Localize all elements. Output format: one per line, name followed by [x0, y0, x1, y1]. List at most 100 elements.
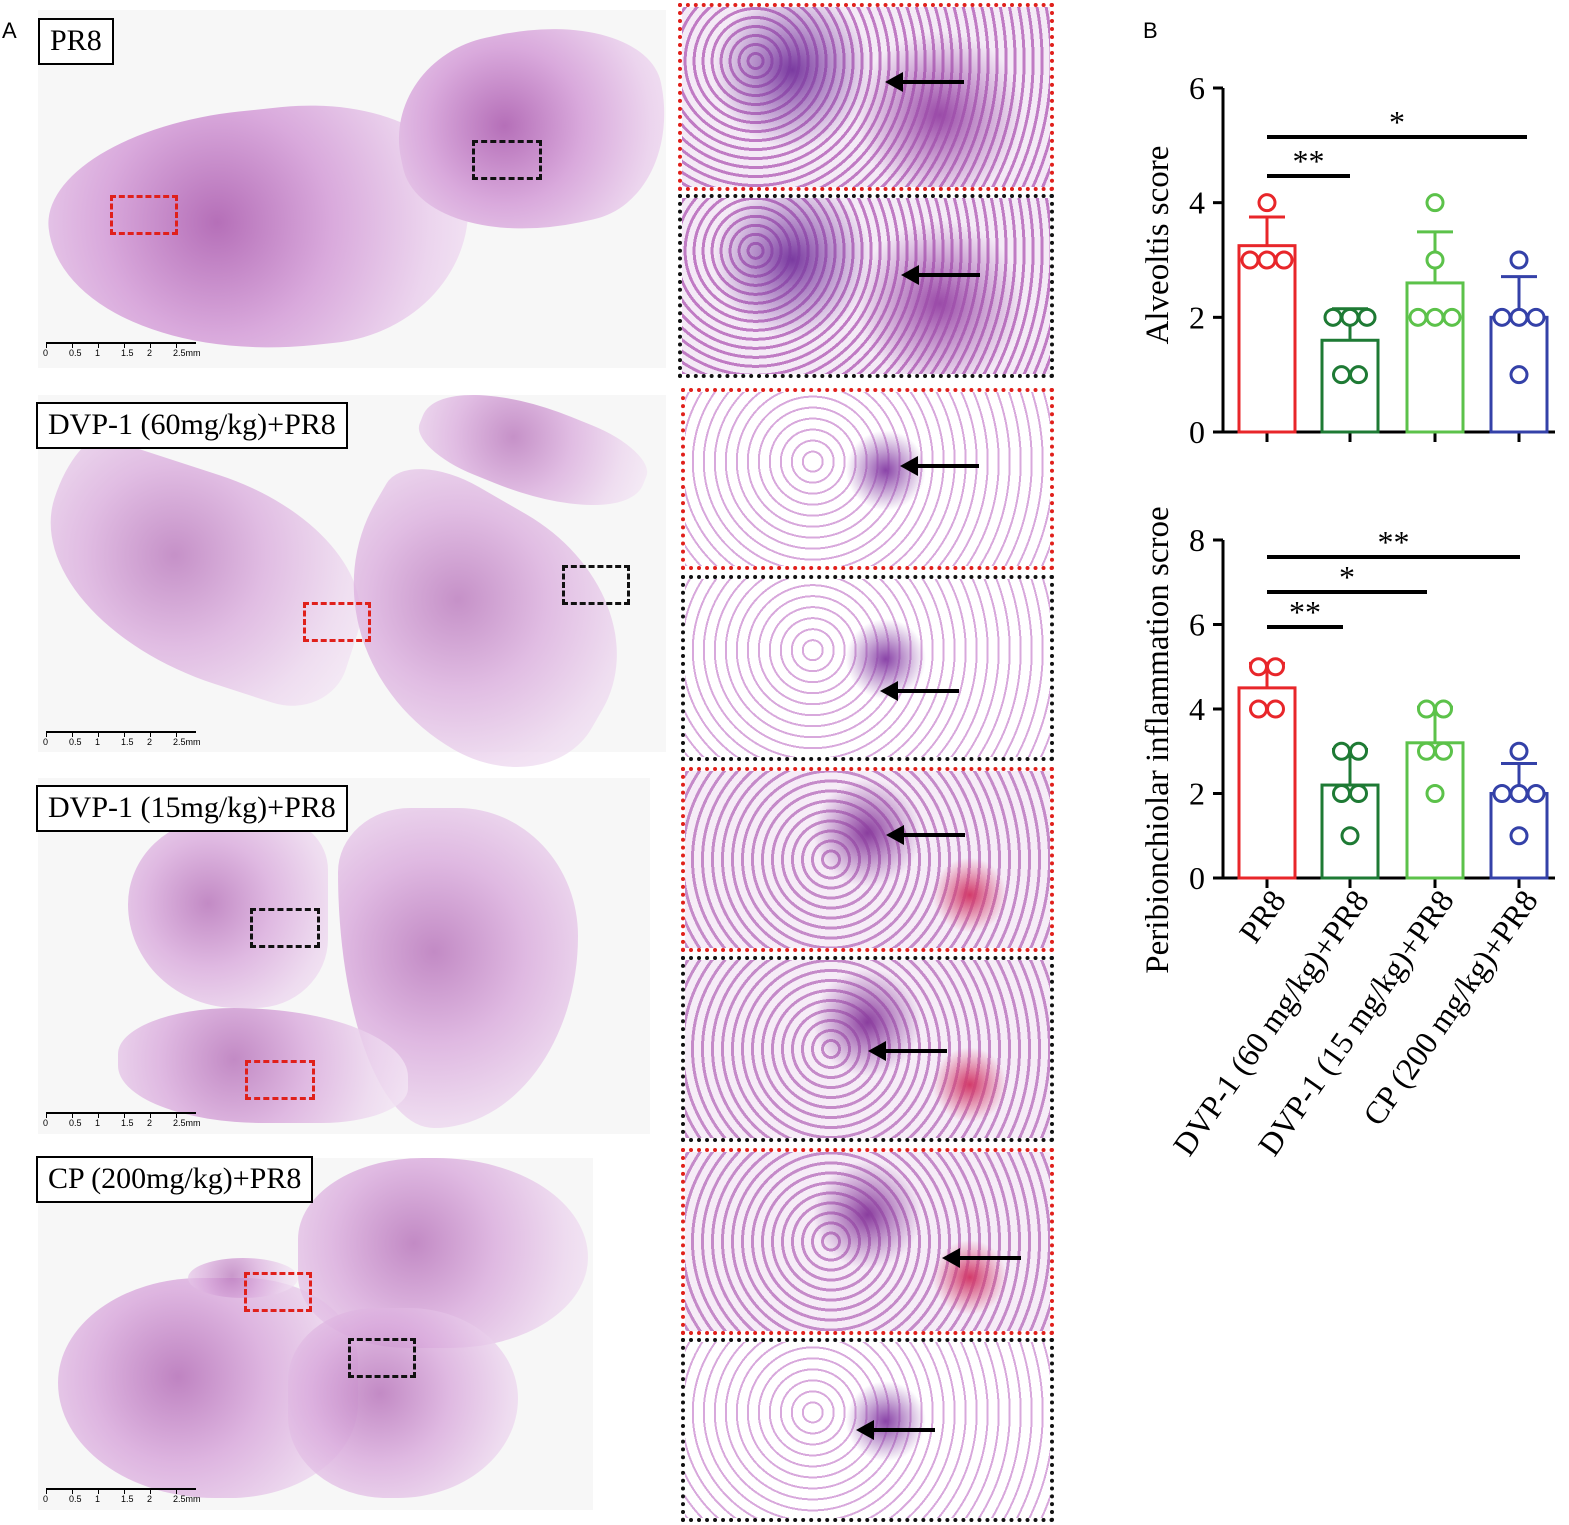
data-point — [1349, 741, 1368, 761]
data-point — [1266, 657, 1285, 677]
scale-bar-tick-label: 2 — [147, 737, 153, 747]
data-point — [1408, 307, 1428, 327]
data-point — [1425, 250, 1445, 270]
scale-bar-tick — [124, 1488, 125, 1494]
data-point — [1240, 250, 1260, 270]
scale-bar-tick — [124, 342, 125, 348]
lung-section-dvp1-15: 0 0.5 1 1.5 2 2.5mm — [38, 778, 650, 1134]
arrow-indicator — [901, 265, 980, 285]
roi-red — [303, 602, 371, 642]
data-point — [1349, 784, 1368, 803]
significance-label: ** — [1293, 143, 1325, 179]
scale-bar-tick — [72, 342, 73, 348]
bar — [1237, 244, 1297, 434]
arrow-indicator — [942, 1248, 1021, 1268]
scale-bar-tick-label: 0 — [43, 348, 49, 358]
data-point — [1340, 826, 1360, 846]
data-point — [1323, 307, 1343, 327]
roi-red — [110, 195, 178, 235]
scale-bar-tick — [72, 1488, 73, 1494]
scale-bar-tick-label: 0 — [43, 1118, 49, 1128]
scale-bar-tick-label: 1 — [95, 1118, 101, 1128]
arrow-indicator — [885, 72, 964, 92]
y-tick-label: 4 — [1189, 185, 1205, 221]
y-tick-label: 4 — [1189, 691, 1205, 727]
data-point — [1417, 699, 1436, 719]
data-point — [1509, 741, 1529, 761]
histology-image — [682, 198, 1050, 374]
scale-bar-tick-label: 0 — [43, 737, 49, 747]
scale-bar: 0 0.5 1 1.5 2 2.5mm — [43, 731, 201, 751]
data-point — [1340, 307, 1360, 327]
histology-image — [685, 1152, 1050, 1331]
scale-bar-tick — [46, 731, 47, 737]
scale-bar-line — [46, 1488, 196, 1490]
lung-lobe — [128, 818, 328, 1008]
roi-red — [245, 1060, 315, 1100]
data-point — [1257, 193, 1277, 213]
y-tick-label: 6 — [1189, 607, 1205, 643]
lung-lobe — [188, 1258, 298, 1298]
significance-label: ** — [1378, 524, 1410, 560]
data-point — [1249, 657, 1268, 677]
scale-bar-tick — [72, 731, 73, 737]
scale-bar-tick-label: 1.5 — [121, 1494, 134, 1504]
zoom-dvp1-15-red — [681, 767, 1054, 952]
scale-bar-tick — [176, 1488, 177, 1494]
zoom-pr8-red — [678, 3, 1054, 191]
data-point — [1509, 307, 1529, 327]
significance-label: ** — [1289, 594, 1321, 630]
scale-bar-tick — [46, 1488, 47, 1494]
arrow-indicator — [868, 1041, 947, 1061]
scale-bar-tick-label: 2 — [147, 348, 153, 358]
histology-image — [682, 7, 1050, 187]
arrow-indicator — [900, 456, 979, 476]
y-axis-label: Peribionchiolar inflammation scroe — [1140, 506, 1176, 973]
roi-black — [348, 1338, 416, 1378]
scale-bar-tick — [98, 1488, 99, 1494]
scale-bar-tick-label: 2.5mm — [173, 1494, 201, 1504]
scale-bar-tick-label: 1.5 — [121, 348, 134, 358]
scale-bar-line — [46, 731, 196, 733]
data-point — [1509, 826, 1529, 846]
bar — [1320, 783, 1380, 880]
scale-bar-tick — [150, 342, 151, 348]
zoom-cp-red — [681, 1148, 1054, 1335]
scale-bar-tick-label: 1 — [95, 737, 101, 747]
x-tick-label: DVP-1 (15 mg/kg)+PR8 — [1251, 883, 1461, 1162]
scale-bar-tick-label: 0.5 — [69, 1118, 82, 1128]
lung-section-cp: 0 0.5 1 1.5 2 2.5mm — [38, 1158, 593, 1510]
histology-image — [685, 579, 1050, 757]
roi-black — [562, 565, 630, 605]
significance-label: * — [1389, 104, 1405, 140]
data-point — [1509, 250, 1529, 270]
arrow-indicator — [856, 1420, 935, 1440]
y-axis-label: Alveoltis score — [1140, 146, 1176, 345]
data-point — [1357, 307, 1377, 327]
arrow-indicator — [880, 681, 959, 701]
data-point — [1249, 699, 1268, 719]
scale-bar-line — [46, 1112, 196, 1114]
scale-bar-tick — [124, 731, 125, 737]
scale-bar-tick-label: 0.5 — [69, 348, 82, 358]
scale-bar-tick-label: 1 — [95, 348, 101, 358]
scale-bar-tick — [98, 731, 99, 737]
scale-bar-tick-label: 1.5 — [121, 1118, 134, 1128]
zoom-dvp1-15-black — [681, 956, 1054, 1142]
bar — [1237, 686, 1297, 880]
data-point — [1434, 741, 1453, 761]
scale-bar: 0 0.5 1 1.5 2 2.5mm — [43, 342, 201, 362]
panel-b-letter: B — [1143, 18, 1158, 43]
scale-bar-tick-label: 2.5mm — [173, 1118, 201, 1128]
zoom-dvp1-60-red — [681, 388, 1054, 570]
data-point — [1509, 784, 1529, 803]
scale-bar-tick — [150, 1488, 151, 1494]
histology-image — [685, 771, 1050, 948]
arrow-indicator — [886, 825, 965, 845]
scale-bar-tick — [150, 731, 151, 737]
data-point — [1526, 784, 1546, 803]
scale-bar-tick-label: 0.5 — [69, 737, 82, 747]
y-tick-label: 0 — [1189, 860, 1205, 896]
y-tick-label: 2 — [1189, 299, 1205, 335]
scale-bar-tick — [176, 731, 177, 737]
